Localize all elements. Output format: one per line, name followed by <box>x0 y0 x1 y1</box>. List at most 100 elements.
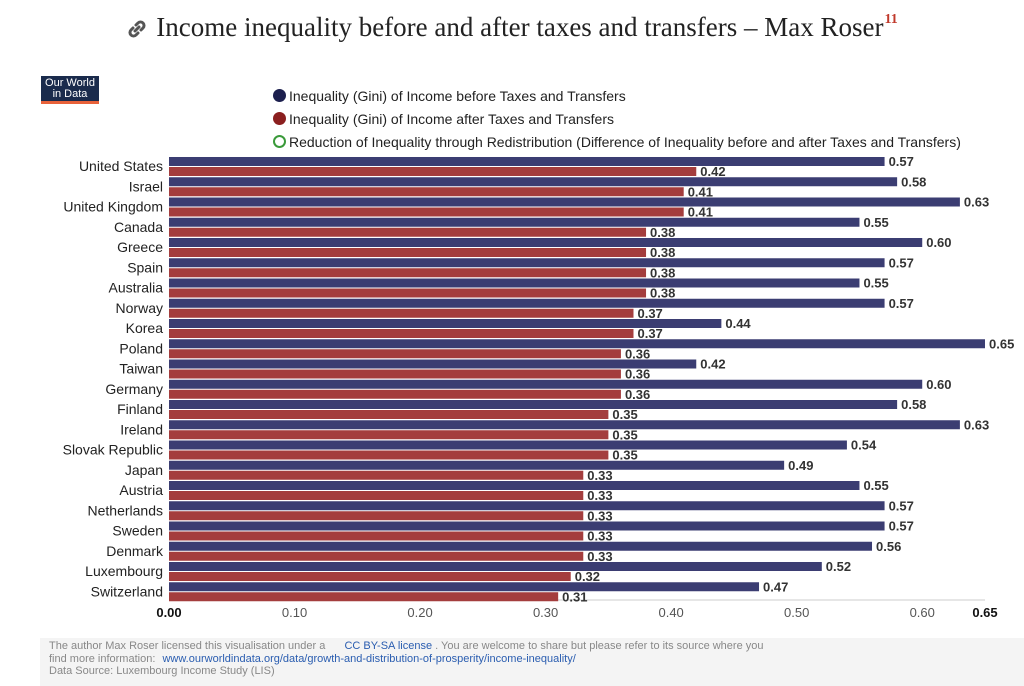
category-label: Slovak Republic <box>63 442 163 458</box>
bar-before <box>169 562 822 571</box>
bar-after <box>169 491 584 500</box>
data-label-before: 0.58 <box>901 397 926 412</box>
owid-logo[interactable]: Our World in Data <box>41 76 99 104</box>
bar-before <box>169 177 898 187</box>
bar-chart: United States 0.57 0.42 Israel 0.58 0.41 Unite… <box>63 154 1015 620</box>
bar-after <box>169 329 634 338</box>
x-tick-label: 0.40 <box>658 605 683 620</box>
bar-after <box>169 531 584 541</box>
data-label-before: 0.58 <box>901 174 926 189</box>
data-label-after: 0.33 <box>587 508 612 523</box>
legend-item-reduction[interactable]: Reduction of Inequality through Redistri… <box>273 130 961 153</box>
data-label-before: 0.60 <box>926 377 951 392</box>
x-tick-label: 0.60 <box>910 605 935 620</box>
data-label-after: 0.35 <box>612 407 637 422</box>
bar-before <box>169 501 885 511</box>
footer-share-text: . You are welcome to share but please re… <box>435 640 764 652</box>
legend-item-before[interactable]: Inequality (Gini) of Income before Taxes… <box>273 84 961 107</box>
category-label: Japan <box>125 462 163 478</box>
data-label-after: 0.41 <box>688 205 713 220</box>
bar-before <box>169 582 760 592</box>
data-label-after: 0.35 <box>612 448 637 463</box>
category-label: Taiwan <box>119 361 163 377</box>
chart-title: Income inequality before and after taxes… <box>0 12 1024 47</box>
bar-before <box>169 258 885 268</box>
bar-after <box>169 511 584 521</box>
bar-after <box>169 187 684 197</box>
data-label-before: 0.57 <box>889 296 914 311</box>
bar-before <box>169 339 985 349</box>
data-label-before: 0.56 <box>876 539 901 554</box>
bar-after <box>169 167 697 176</box>
legend-item-after[interactable]: Inequality (Gini) of Income after Taxes … <box>273 107 961 130</box>
category-label: Netherlands <box>88 502 164 518</box>
category-label: United States <box>79 158 163 174</box>
data-label-after: 0.37 <box>637 306 662 321</box>
data-label-after: 0.33 <box>587 529 612 544</box>
data-label-after: 0.33 <box>587 488 612 503</box>
bar-after <box>169 450 609 460</box>
license-link[interactable]: CC BY-SA license <box>344 640 433 652</box>
bar-after <box>169 288 647 298</box>
bar-after <box>169 207 684 217</box>
bar-before <box>169 440 847 450</box>
data-label-after: 0.31 <box>562 589 587 604</box>
bar-after <box>169 410 609 419</box>
legend-label-after: Inequality (Gini) of Income after Taxes … <box>289 110 615 127</box>
data-label-after: 0.38 <box>650 286 675 301</box>
data-label-after: 0.41 <box>688 184 713 199</box>
bar-before <box>169 197 960 207</box>
category-label: Greece <box>117 239 163 255</box>
x-tick-label: 0.50 <box>784 605 809 620</box>
data-label-before: 0.63 <box>964 417 989 432</box>
data-label-before: 0.42 <box>700 357 725 372</box>
bar-before <box>169 521 885 531</box>
bar-after <box>169 268 647 278</box>
category-label: Austria <box>119 482 163 498</box>
title-text: Income inequality before and after taxes… <box>156 12 884 42</box>
data-label-after: 0.33 <box>587 468 612 483</box>
category-label: Finland <box>117 401 163 417</box>
legend-label-reduction: Reduction of Inequality through Redistri… <box>289 133 961 150</box>
legend-marker-after <box>273 112 286 125</box>
category-label: Denmark <box>106 543 164 559</box>
legend-marker-reduction <box>273 135 286 148</box>
bar-before <box>169 278 860 288</box>
category-label: Ireland <box>120 421 163 437</box>
category-label: Australia <box>109 280 164 296</box>
bar-before <box>169 319 722 328</box>
bar-after <box>169 389 621 399</box>
logo-line-1: Our World <box>45 77 95 89</box>
data-label-after: 0.42 <box>700 164 725 179</box>
data-label-before: 0.55 <box>863 276 888 291</box>
data-label-before: 0.57 <box>889 255 914 270</box>
x-tick-label: 0.65 <box>972 605 997 620</box>
x-tick-label: 0.00 <box>156 605 181 620</box>
data-label-before: 0.54 <box>851 438 877 453</box>
bar-after <box>169 470 584 480</box>
data-label-after: 0.38 <box>650 265 675 280</box>
footer-license-text: The author Max Roser licensed this visua… <box>49 640 326 652</box>
legend: Inequality (Gini) of Income before Taxes… <box>273 84 961 153</box>
footer-more-info: find more information: <box>49 652 156 665</box>
category-label: Israel <box>129 178 163 194</box>
data-label-after: 0.36 <box>625 346 650 361</box>
data-label-before: 0.60 <box>926 235 951 250</box>
bar-after <box>169 551 584 561</box>
link-icon[interactable] <box>126 16 148 47</box>
source-url-link[interactable]: www.ourworldindata.org/data/growth-and-d… <box>162 652 576 665</box>
x-tick-label: 0.10 <box>282 605 307 620</box>
data-label-after: 0.36 <box>625 387 650 402</box>
data-label-before: 0.44 <box>725 316 751 331</box>
category-label: Spain <box>127 259 163 275</box>
bar-before <box>169 460 785 470</box>
data-label-before: 0.57 <box>889 154 914 169</box>
data-label-before: 0.63 <box>964 195 989 210</box>
bar-before <box>169 217 860 227</box>
data-label-after: 0.33 <box>587 549 612 564</box>
bar-before <box>169 157 885 166</box>
footer: The author Max Roser licensed this visua… <box>40 638 1024 686</box>
title-footnote[interactable]: 11 <box>884 12 898 27</box>
bar-before <box>169 298 885 308</box>
legend-label-before: Inequality (Gini) of Income before Taxes… <box>289 87 626 104</box>
